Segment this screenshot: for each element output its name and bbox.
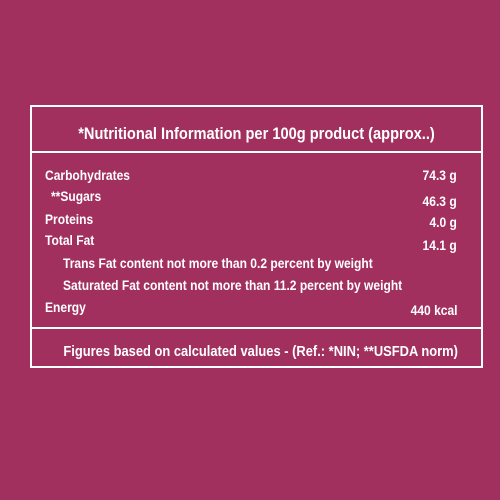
nutrition-table: *Nutritional Information per 100g produc… bbox=[30, 105, 483, 368]
row-label: Total Fat bbox=[45, 232, 95, 248]
row-label: Carbohydrates bbox=[45, 167, 130, 183]
row-value: 440 kcal bbox=[410, 302, 457, 318]
divider bbox=[32, 327, 481, 329]
row-label: **Sugars bbox=[51, 188, 102, 204]
row-value: 74.3 g bbox=[422, 167, 457, 183]
divider bbox=[32, 151, 481, 153]
row-value: 4.0 g bbox=[429, 214, 457, 230]
row-value: 46.3 g bbox=[422, 193, 457, 209]
table-title: *Nutritional Information per 100g produc… bbox=[78, 124, 435, 143]
row-label: Proteins bbox=[45, 211, 94, 227]
row-value: 14.1 g bbox=[422, 237, 457, 253]
row-label: Saturated Fat content not more than 11.2… bbox=[63, 277, 403, 293]
row-label: Energy bbox=[45, 299, 86, 315]
row-label: Trans Fat content not more than 0.2 perc… bbox=[63, 255, 373, 271]
footer-note: Figures based on calculated values - (Re… bbox=[63, 343, 458, 360]
